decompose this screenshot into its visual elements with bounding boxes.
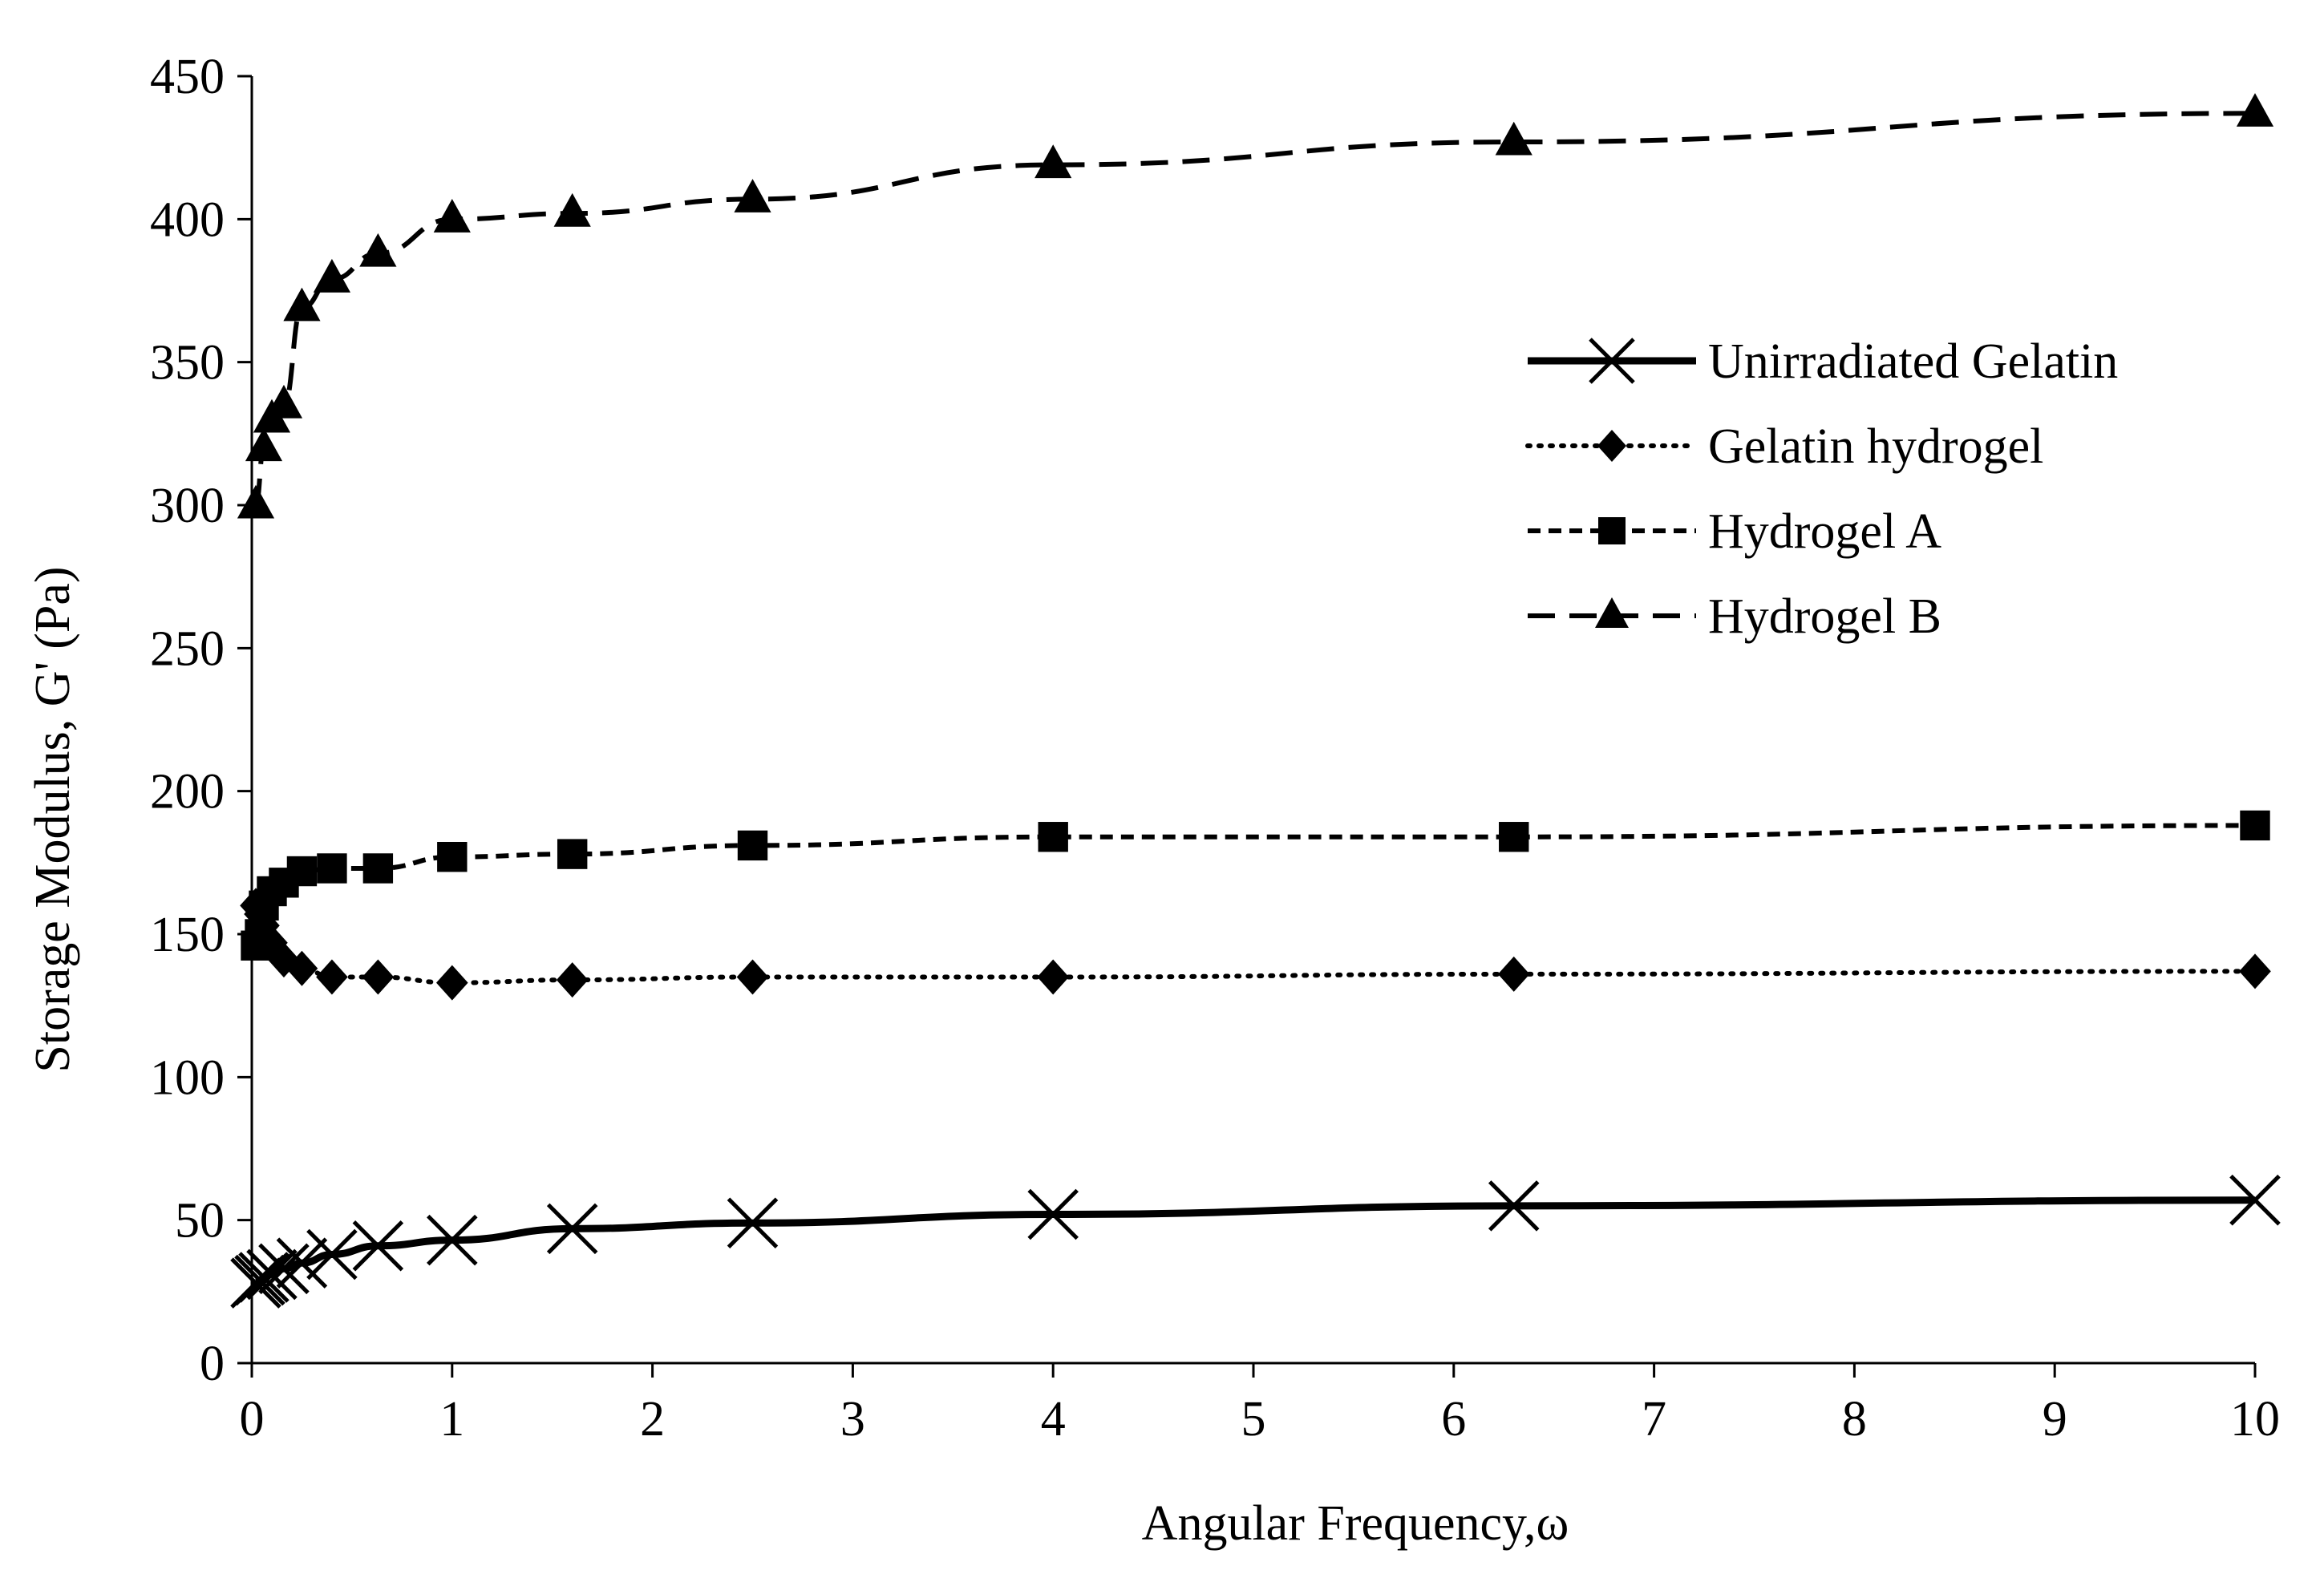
data-point — [557, 962, 589, 997]
data-point — [1039, 822, 1068, 852]
x-tick-label: 3 — [840, 1392, 865, 1447]
data-point — [2237, 93, 2273, 127]
legend-item: Unirradiated Gelatin — [1528, 334, 2118, 389]
data-point — [738, 831, 767, 860]
y-tick-label: 200 — [150, 765, 225, 819]
data-point — [557, 839, 587, 868]
data-point — [1597, 430, 1626, 462]
data-point — [434, 199, 471, 233]
data-point — [1034, 144, 1071, 178]
chart-svg: 0501001502002503003504004500 1 2 3 4 5 6 7 8 9 10 … — [0, 0, 2324, 1570]
series-gelatin-hydrogel — [240, 888, 2271, 1000]
legend-label: Unirradiated Gelatin — [1708, 334, 2118, 389]
data-point — [1499, 822, 1528, 852]
data-point — [362, 960, 395, 995]
legend-label: Hydrogel B — [1708, 589, 1941, 644]
x-tick-label: 0 — [240, 1392, 265, 1447]
y-tick-label: 450 — [150, 50, 225, 104]
data-point — [2240, 811, 2269, 840]
chart-figure: 0 50 100 150 200 250 300 350 400 450 0 1 2 3 4 5 6 7 8 9 10 … — [0, 0, 2324, 1570]
data-point — [737, 960, 769, 995]
y-tick-label: 300 — [150, 479, 225, 533]
y-axis-label: Storage Modulus, G' (Pa) — [26, 566, 80, 1072]
data-point — [437, 842, 467, 872]
data-point — [237, 485, 274, 519]
x-tick-label: 8 — [1842, 1392, 1867, 1447]
data-point — [554, 193, 591, 227]
data-point — [1595, 597, 1629, 628]
y-tick-label: 0 — [200, 1337, 225, 1391]
data-point — [317, 853, 346, 883]
y-tick-label: 150 — [150, 908, 225, 962]
series-group — [232, 93, 2279, 1307]
legend-item: Gelatin hydrogel — [1528, 419, 2043, 474]
x-tick-label: 1 — [439, 1392, 464, 1447]
series-line — [256, 825, 2255, 945]
y-tick-label: 250 — [150, 621, 225, 676]
series-line — [256, 905, 2255, 982]
data-point — [436, 965, 468, 1001]
data-point — [316, 960, 348, 995]
data-point — [363, 853, 393, 883]
data-point — [734, 179, 771, 212]
y-tick-label: 50 — [175, 1194, 225, 1248]
data-point — [1496, 122, 1532, 156]
data-point — [359, 233, 396, 267]
x-tick-label: 2 — [640, 1392, 665, 1447]
data-point — [287, 856, 317, 886]
data-point — [2239, 953, 2271, 989]
legend-label: Hydrogel A — [1708, 504, 1941, 559]
legend-item: Hydrogel A — [1528, 504, 1941, 559]
data-point — [245, 919, 274, 949]
legend-label: Gelatin hydrogel — [1708, 419, 2043, 474]
y-tick-label: 350 — [150, 336, 225, 390]
x-tick-label: 5 — [1241, 1392, 1266, 1447]
data-point — [1498, 957, 1530, 992]
y-tick-label: 400 — [150, 192, 225, 247]
legend: Unirradiated Gelatin Gelatin hydrogel Hydr… — [1528, 334, 2118, 644]
x-tick-label: 10 — [2230, 1392, 2280, 1447]
x-tick-label: 6 — [1441, 1392, 1466, 1447]
data-point — [1598, 517, 1626, 544]
x-tick-label: 4 — [1041, 1392, 1066, 1447]
data-point — [240, 1253, 288, 1301]
x-tick-label: 7 — [1642, 1392, 1666, 1447]
x-axis-label: Angular Frequency,ω — [1142, 1496, 1569, 1551]
x-tick-label: 9 — [2043, 1392, 2067, 1447]
data-point — [1037, 960, 1069, 995]
series-hydrogel-a — [241, 811, 2269, 961]
y-tick-label: 100 — [150, 1050, 225, 1105]
series-unirradiated-gelatin — [232, 1176, 2279, 1307]
legend-item: Hydrogel B — [1528, 589, 1941, 644]
